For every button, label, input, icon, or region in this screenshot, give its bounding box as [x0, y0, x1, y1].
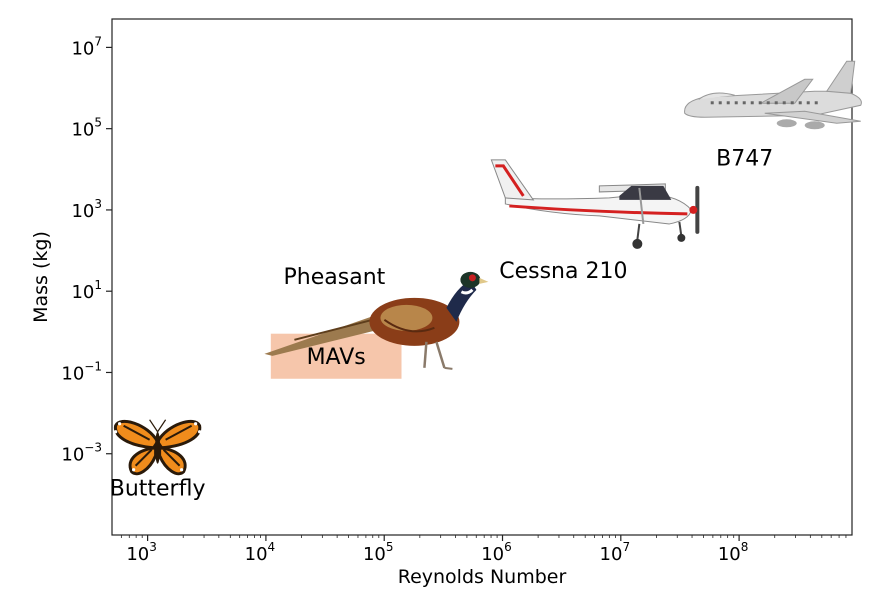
y-tick-label: 101	[71, 278, 102, 303]
y-axis-label: Mass (kg)	[30, 231, 52, 323]
pheasant-icon	[264, 271, 489, 370]
plot-area	[111, 18, 853, 536]
y-tick-label: 107	[71, 34, 102, 59]
y-tick-label: 103	[71, 197, 102, 222]
chart-marks: Butterfly Pheasant Cessna 210 B747 MAVs	[110, 60, 862, 502]
point-label: Butterfly	[110, 477, 206, 502]
x-tick-label: 103	[126, 540, 157, 565]
x-axis-label: Reynolds Number	[398, 566, 567, 588]
point-label: B747	[716, 146, 773, 171]
y-tick-label: 10−3	[61, 441, 102, 466]
y-tick-label: 105	[71, 116, 102, 141]
mav-region	[270, 333, 402, 379]
butterfly-icon	[114, 419, 202, 476]
b747-icon	[684, 60, 862, 130]
y-tick-label: 10−1	[61, 359, 102, 384]
cessna-icon	[490, 159, 700, 249]
x-tick-label: 107	[600, 540, 631, 565]
plot-frame	[111, 18, 853, 536]
mav-region-label: MAVs	[307, 345, 366, 370]
point-label: Cessna 210	[499, 259, 627, 284]
x-tick-label: 105	[363, 540, 394, 565]
x-tick-label: 108	[718, 540, 749, 565]
x-tick-label: 104	[245, 540, 276, 565]
x-tick-label: 106	[481, 540, 512, 565]
point-label: Pheasant	[284, 265, 386, 290]
